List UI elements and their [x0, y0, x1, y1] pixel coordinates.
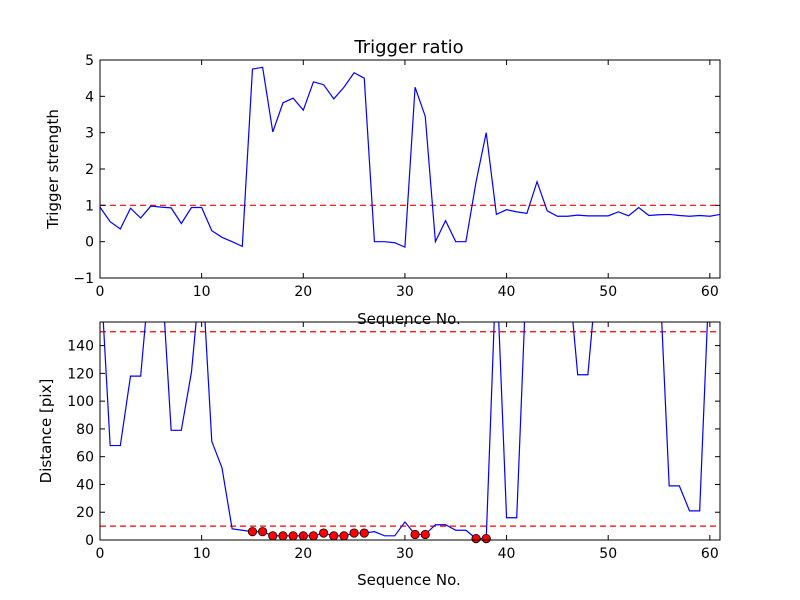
bottom-y-tick-label: 40 [76, 477, 94, 493]
bottom-data-point-marker [359, 528, 369, 538]
top-x-tick-label: 30 [396, 284, 414, 300]
bottom-x-tick-label: 0 [96, 546, 105, 562]
distance-panel: Sequence No. Distance [pix] 0 10 20 30 40 50 6… [37, 321, 721, 589]
top-y-tick-label: 0 [85, 235, 94, 251]
bottom-y-tick-label: 80 [76, 422, 94, 438]
trigger-ratio-panel: Trigger ratio Sequence No. Trigger stren… [44, 37, 721, 328]
bottom-x-tick-label: 40 [498, 546, 516, 562]
bottom-data-point-marker [349, 528, 359, 538]
bottom-data-point-marker [329, 531, 339, 541]
bottom-data-point-marker [410, 529, 420, 540]
bottom-data-point-marker [308, 531, 319, 541]
bottom-x-tick-label: 10 [193, 546, 211, 562]
bottom-data-point-marker [481, 534, 491, 544]
bottom-data-point-marker [258, 527, 268, 537]
bottom-axes-frame [99, 321, 721, 541]
bottom-data-point-marker [268, 531, 278, 541]
top-x-axis-label: Sequence No. [357, 310, 461, 328]
top-x-tick-label: 50 [599, 284, 617, 300]
bottom-y-axis-label: Distance [pix] [37, 379, 55, 484]
top-y-tick-label: 2 [85, 162, 94, 178]
top-y-tick-label: 1 [85, 198, 94, 214]
top-y-axis-label: Trigger strength [44, 109, 62, 230]
bottom-data-point-marker [278, 531, 288, 541]
bottom-x-tick-label: 60 [701, 546, 719, 562]
bottom-y-tick-label: 20 [76, 505, 94, 521]
top-x-tick-label: 10 [193, 284, 211, 300]
bottom-x-tick-label: 20 [294, 546, 312, 562]
bottom-x-tick-label: 50 [599, 546, 617, 562]
bottom-data-point-marker [471, 534, 481, 544]
bottom-series-line [102, 322, 708, 540]
bottom-y-tick-label: 60 [76, 450, 94, 466]
bottom-y-tick-label: 120 [67, 366, 94, 382]
bottom-data-point-marker [247, 527, 258, 537]
bottom-data-point-marker [288, 531, 298, 541]
bottom-x-tick-label: 30 [396, 546, 414, 562]
top-x-tick-label: 20 [294, 284, 312, 300]
bottom-x-axis-label: Sequence No. [357, 571, 461, 589]
top-y-tick-label: 5 [85, 53, 94, 69]
top-y-tick-label: 3 [85, 126, 94, 142]
top-x-tick-label: 40 [498, 284, 516, 300]
bottom-y-tick-label: 140 [67, 339, 94, 355]
top-x-tick-label: 0 [96, 284, 105, 300]
bottom-y-tick-label: 0 [85, 533, 94, 549]
top-y-tick-label: −1 [73, 271, 94, 287]
bottom-plot-area [100, 322, 720, 540]
bottom-data-point-marker [319, 528, 329, 538]
top-y-tick-label: 4 [85, 89, 94, 105]
top-plot-area [100, 66, 720, 249]
bottom-data-point-marker [420, 529, 430, 540]
bottom-y-tick-label: 100 [67, 394, 94, 410]
top-x-tick-label: 60 [701, 284, 719, 300]
top-series-line [100, 66, 720, 249]
top-chart-title: Trigger ratio [353, 37, 463, 58]
bottom-data-point-marker [339, 531, 349, 541]
